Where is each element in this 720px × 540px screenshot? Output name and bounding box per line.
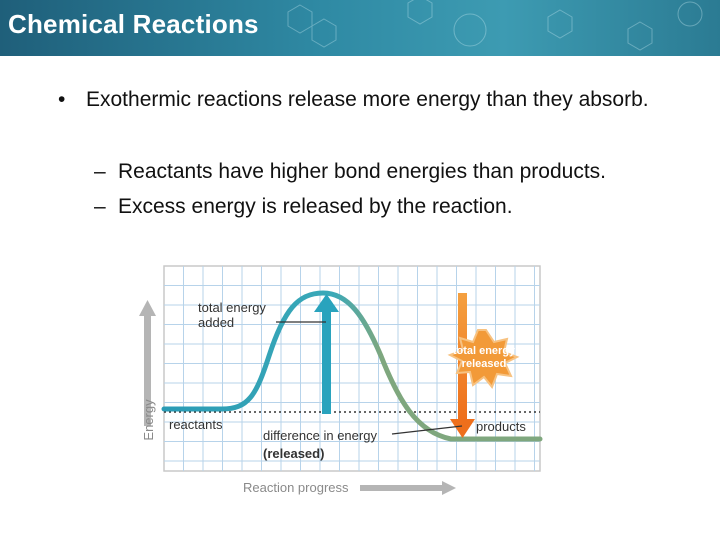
- energy-added-arrow: [314, 294, 339, 414]
- bullet-text: Exothermic reactions release more energy…: [86, 88, 649, 111]
- sub-bullet-2-text: Excess energy is released by the reactio…: [118, 195, 513, 218]
- label-total-energy-released-2: released: [462, 358, 507, 370]
- bullet-marker: •: [58, 88, 66, 111]
- energy-curve: [161, 290, 543, 442]
- page-title: Chemical Reactions: [8, 9, 259, 39]
- title-bar: Chemical Reactions: [0, 0, 720, 56]
- sub-marker-1: –: [94, 160, 106, 183]
- header-texture: [287, 0, 703, 51]
- label-reactants: reactants: [169, 417, 223, 432]
- x-axis-arrow: [360, 481, 456, 495]
- label-total-energy-released-1: total energy: [453, 345, 516, 357]
- sub-marker-2: –: [94, 195, 106, 218]
- energy-diagram: Energy Reaction progress total energy ad…: [136, 256, 546, 505]
- label-difference-in-energy-2: (released): [263, 446, 324, 461]
- energy-diagram-svg: Energy Reaction progress total energy ad…: [139, 265, 543, 495]
- sub-bullet-1-text: Reactants have higher bond energies than…: [118, 160, 606, 183]
- y-axis-label: Energy: [141, 399, 156, 441]
- released-burst-icon: [447, 329, 520, 389]
- difference-leader-line: [391, 425, 463, 435]
- slide-content: • Exothermic reactions release more ener…: [0, 56, 720, 540]
- y-axis-arrow: [139, 300, 156, 426]
- label-total-energy-added-1: total energy: [198, 300, 266, 315]
- label-products: products: [476, 419, 526, 434]
- label-difference-in-energy-1: difference in energy: [263, 428, 377, 443]
- label-total-energy-added-2: added: [198, 315, 234, 330]
- x-axis-label: Reaction progress: [243, 480, 349, 495]
